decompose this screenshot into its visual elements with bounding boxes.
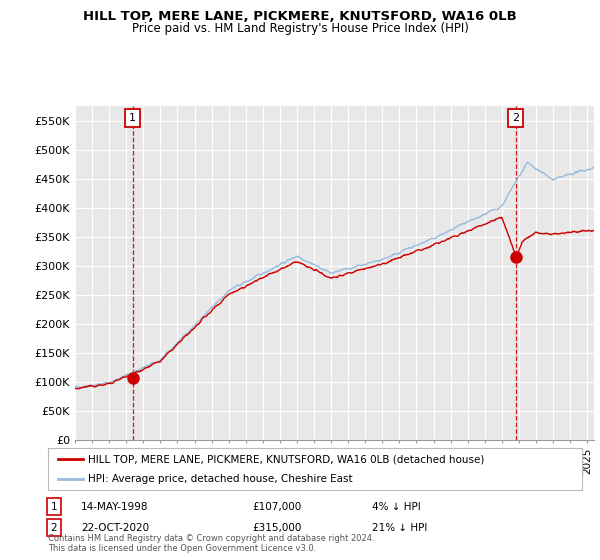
Text: 1: 1 — [50, 502, 58, 512]
Text: Contains HM Land Registry data © Crown copyright and database right 2024.
This d: Contains HM Land Registry data © Crown c… — [48, 534, 374, 553]
Text: HPI: Average price, detached house, Cheshire East: HPI: Average price, detached house, Ches… — [88, 474, 353, 484]
Text: 2: 2 — [512, 113, 519, 123]
Text: 21% ↓ HPI: 21% ↓ HPI — [372, 522, 427, 533]
Text: Price paid vs. HM Land Registry's House Price Index (HPI): Price paid vs. HM Land Registry's House … — [131, 22, 469, 35]
Text: HILL TOP, MERE LANE, PICKMERE, KNUTSFORD, WA16 0LB (detached house): HILL TOP, MERE LANE, PICKMERE, KNUTSFORD… — [88, 454, 484, 464]
Text: 2: 2 — [50, 522, 58, 533]
Text: £107,000: £107,000 — [252, 502, 301, 512]
Text: 22-OCT-2020: 22-OCT-2020 — [81, 522, 149, 533]
Text: £315,000: £315,000 — [252, 522, 301, 533]
Text: HILL TOP, MERE LANE, PICKMERE, KNUTSFORD, WA16 0LB: HILL TOP, MERE LANE, PICKMERE, KNUTSFORD… — [83, 10, 517, 23]
Text: 1: 1 — [129, 113, 136, 123]
Text: 4% ↓ HPI: 4% ↓ HPI — [372, 502, 421, 512]
Text: 14-MAY-1998: 14-MAY-1998 — [81, 502, 149, 512]
